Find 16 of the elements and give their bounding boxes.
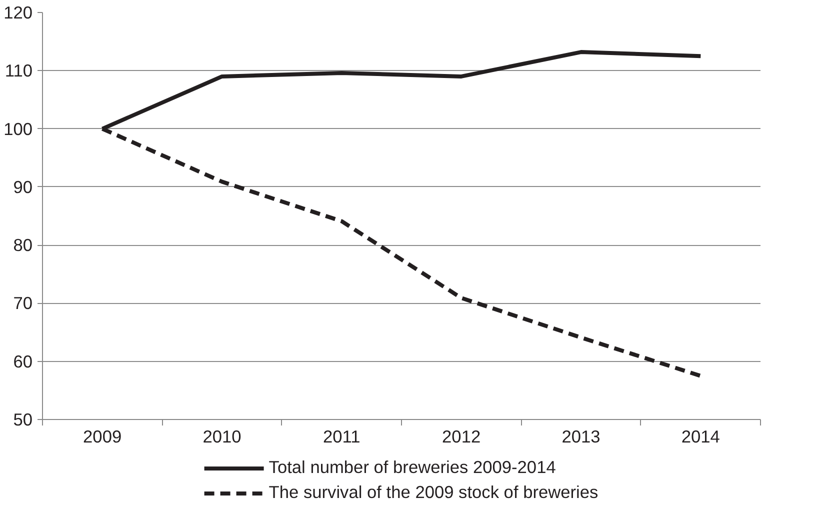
y-tick-label: 120 [4,2,33,22]
legend-label: Total number of breweries 2009-2014 [268,457,556,478]
x-tick-label: 2013 [562,426,600,446]
y-tick-label: 60 [13,351,33,372]
y-tick-label: 100 [4,118,33,139]
x-tick-label: 2009 [83,426,122,446]
x-tick-label: 2012 [442,426,481,446]
x-tick-label: 2011 [323,426,360,446]
x-tick-label: 2014 [681,426,720,446]
y-tick-label: 50 [13,410,33,430]
y-tick-label: 110 [4,60,33,81]
y-tick-label: 80 [13,235,33,256]
legend-label: The survival of the 2009 stock of breweries [268,482,598,503]
x-tick-label: 2010 [202,426,242,446]
y-tick-label: 90 [13,176,33,197]
y-tick-label: 70 [13,293,33,314]
